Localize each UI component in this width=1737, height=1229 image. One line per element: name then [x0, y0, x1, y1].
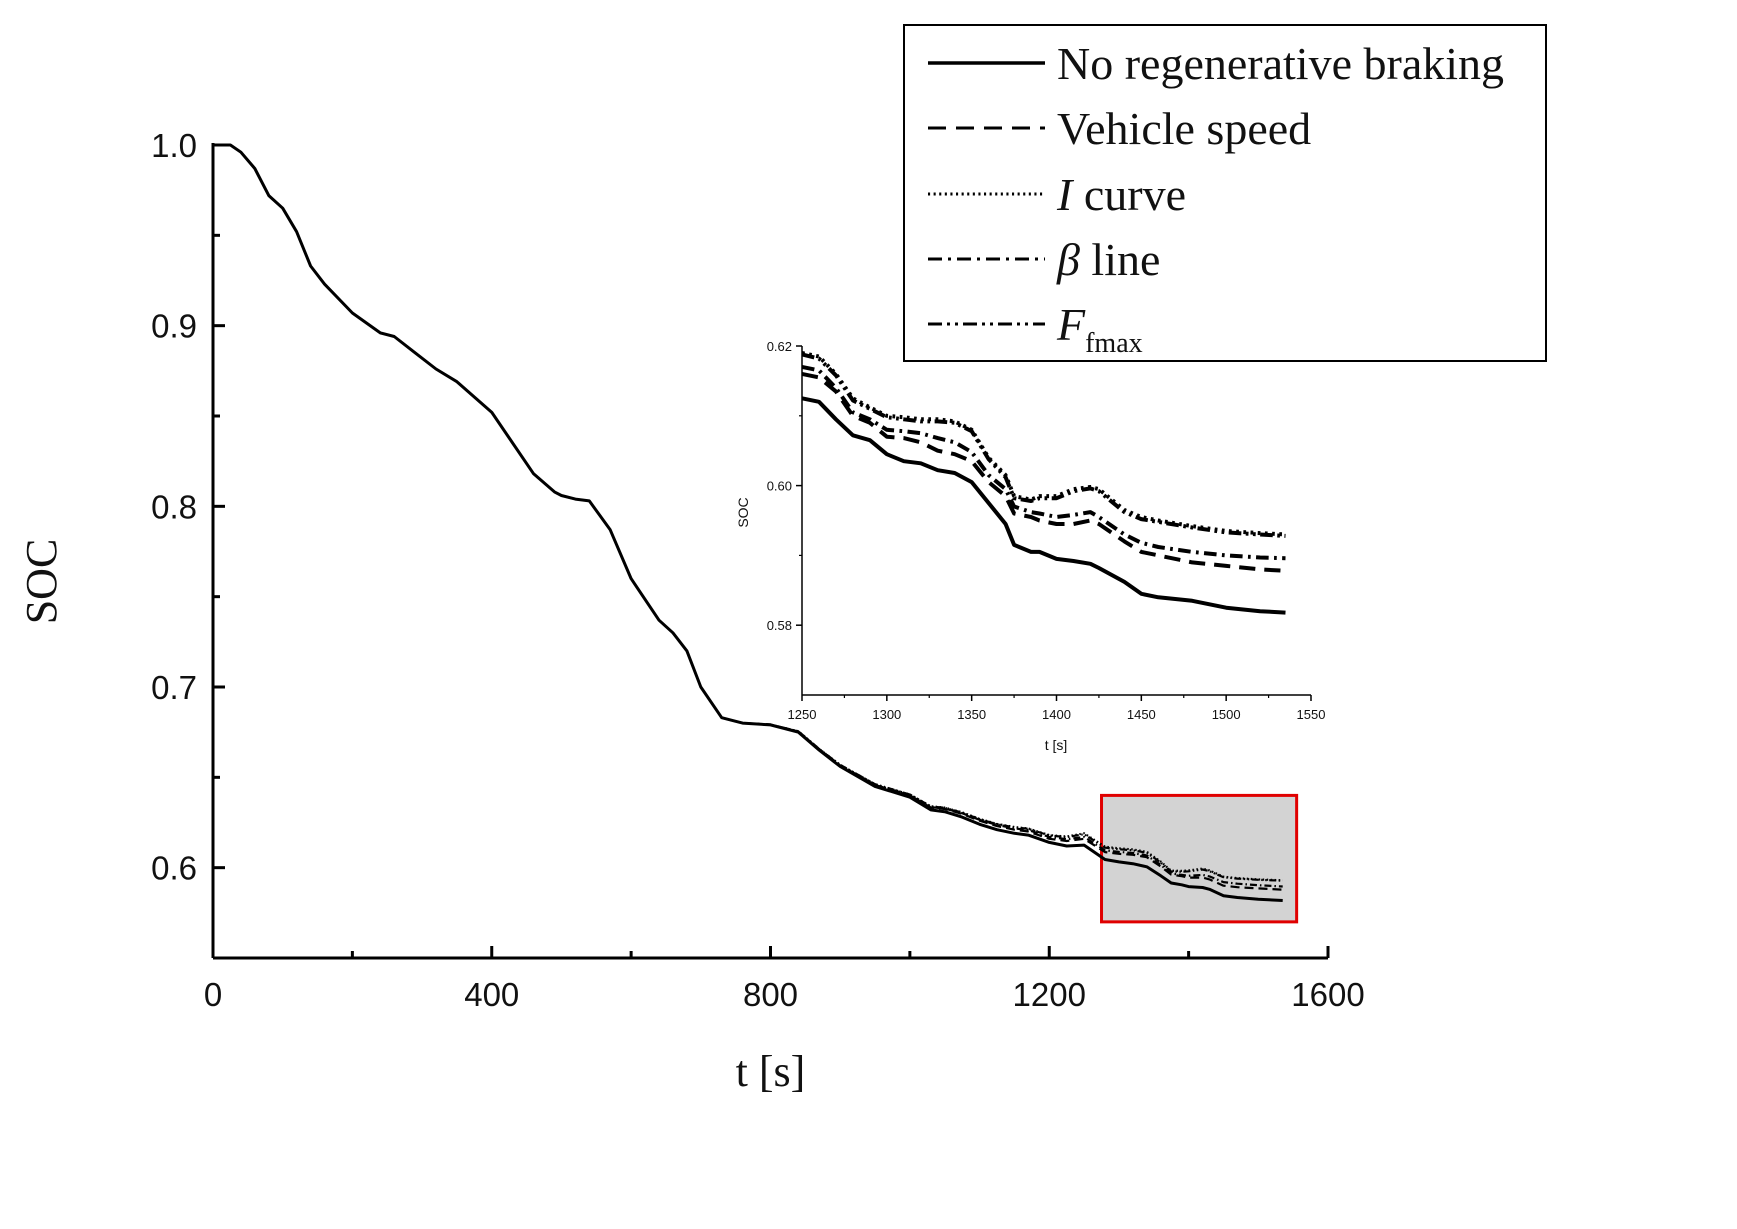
main-y-tick-label: 0.6 — [151, 850, 197, 887]
inset-x-tick-label: 1300 — [872, 707, 901, 722]
inset-series-line — [801, 371, 1286, 573]
inset-x-tick-label: 1450 — [1127, 707, 1156, 722]
inset-series-line — [801, 352, 1286, 538]
inset-y-axis-title: SOC — [735, 497, 751, 527]
main-x-tick-label: 400 — [464, 976, 519, 1013]
legend-label: I curve — [1056, 169, 1186, 220]
inset-x-axis-title: t [s] — [1045, 737, 1068, 753]
inset-x-tick-label: 1250 — [788, 707, 817, 722]
inset-x-tick-label: 1350 — [957, 707, 986, 722]
main-y-tick-label: 0.7 — [151, 669, 197, 706]
main-series-line — [213, 143, 1283, 882]
main-x-tick-label: 0 — [204, 976, 222, 1013]
inset-y-tick-label: 0.62 — [767, 339, 792, 354]
inset-series-line — [801, 396, 1286, 615]
main-x-tick-label: 1600 — [1291, 976, 1364, 1013]
inset-plot: 1250 1300 1350 1400 1450 1500 1550 0.58 0.60 0.62… — [735, 339, 1325, 753]
main-x-axis-title: t [s] — [736, 1047, 806, 1096]
main-y-tick-label: 0.9 — [151, 308, 197, 345]
inset-x-tick-label: 1550 — [1297, 707, 1326, 722]
legend-box — [903, 24, 1547, 362]
inset-x-tick-label: 1400 — [1042, 707, 1071, 722]
main-y-tick-label: 1.0 — [151, 127, 197, 164]
legend-label: β line — [1056, 234, 1160, 285]
inset-y-tick-label: 0.58 — [767, 618, 792, 633]
legend-label: Vehicle speed — [1057, 103, 1311, 154]
main-x-tick-label: 1200 — [1013, 976, 1086, 1013]
zoom-highlight-region — [1100, 793, 1299, 924]
main-y-axis-title: SOC — [17, 539, 66, 625]
legend-label: No regenerative braking — [1057, 38, 1504, 89]
main-plot: 0 400 800 1200 1600 0.6 0.7 0.8 0.9 1.0 t [s] SOC — [17, 127, 1365, 1096]
legend: No regenerative braking Vehicle speed I cu… — [903, 24, 1547, 362]
inset-series-line — [801, 364, 1286, 561]
inset-background — [802, 344, 1311, 695]
main-x-tick-label: 800 — [743, 976, 798, 1013]
main-y-tick-label: 0.8 — [151, 488, 197, 525]
inset-x-tick-label: 1500 — [1212, 707, 1241, 722]
inset-y-tick-label: 0.60 — [767, 479, 792, 494]
legend-label: Ffmax — [1056, 299, 1143, 359]
